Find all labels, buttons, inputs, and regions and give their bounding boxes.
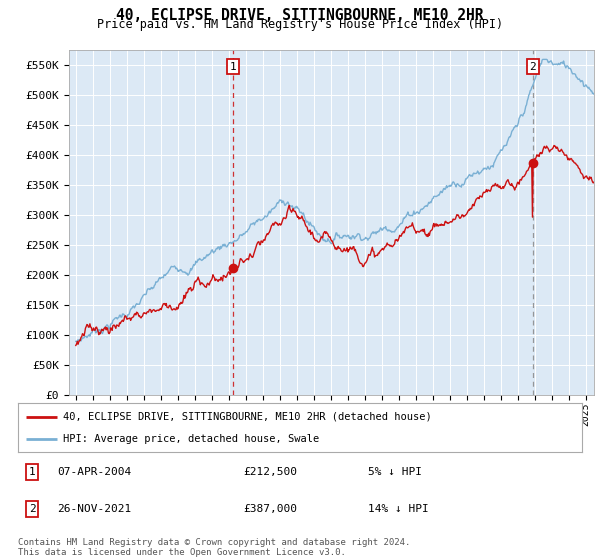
Text: 40, ECLIPSE DRIVE, SITTINGBOURNE, ME10 2HR: 40, ECLIPSE DRIVE, SITTINGBOURNE, ME10 2…	[116, 8, 484, 24]
Text: 2: 2	[29, 504, 35, 514]
Text: 40, ECLIPSE DRIVE, SITTINGBOURNE, ME10 2HR (detached house): 40, ECLIPSE DRIVE, SITTINGBOURNE, ME10 2…	[63, 412, 432, 422]
Text: 1: 1	[230, 62, 236, 72]
Text: 07-APR-2004: 07-APR-2004	[58, 467, 132, 477]
Text: HPI: Average price, detached house, Swale: HPI: Average price, detached house, Swal…	[63, 434, 319, 444]
Text: £212,500: £212,500	[244, 467, 298, 477]
Text: 1: 1	[29, 467, 35, 477]
Text: 5% ↓ HPI: 5% ↓ HPI	[368, 467, 422, 477]
Text: 2: 2	[529, 62, 536, 72]
Text: Contains HM Land Registry data © Crown copyright and database right 2024.
This d: Contains HM Land Registry data © Crown c…	[18, 538, 410, 557]
Text: 14% ↓ HPI: 14% ↓ HPI	[368, 504, 428, 514]
Text: £387,000: £387,000	[244, 504, 298, 514]
Text: 26-NOV-2021: 26-NOV-2021	[58, 504, 132, 514]
Text: Price paid vs. HM Land Registry's House Price Index (HPI): Price paid vs. HM Land Registry's House …	[97, 18, 503, 31]
